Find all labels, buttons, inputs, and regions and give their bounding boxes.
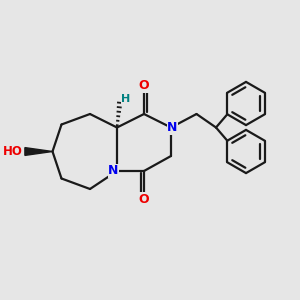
Text: H: H <box>122 94 130 104</box>
Text: N: N <box>167 121 178 134</box>
Polygon shape <box>25 148 52 155</box>
Text: HO: HO <box>3 145 22 158</box>
Text: O: O <box>139 193 149 206</box>
Text: N: N <box>108 164 118 178</box>
Text: O: O <box>139 79 149 92</box>
